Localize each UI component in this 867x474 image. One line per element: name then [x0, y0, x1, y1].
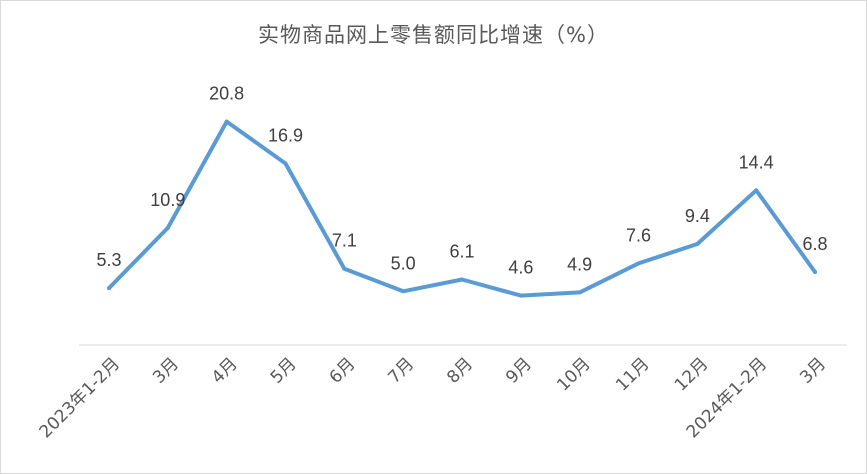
data-label: 20.8 [209, 84, 244, 104]
x-tick-label: 10月 [553, 354, 594, 395]
data-label: 6.1 [449, 241, 474, 261]
data-label: 7.6 [626, 225, 651, 245]
data-point [401, 289, 406, 294]
data-labels-group: 5.3 10.9 20.8 16.9 7.1 5.0 6.1 4.6 4.9 7.6 9.4 14.4… [96, 84, 827, 278]
x-tick-label: 7月 [384, 354, 418, 388]
data-point [754, 188, 759, 193]
data-label: 9.4 [685, 206, 710, 226]
x-tick-label: 8月 [443, 354, 477, 388]
data-point [636, 261, 641, 266]
x-tick-label: 2023年1-2月 [36, 354, 124, 442]
x-tick-label: 9月 [502, 354, 536, 388]
data-label: 5.0 [391, 253, 416, 273]
x-tick-label: 4月 [208, 354, 242, 388]
data-label: 10.9 [150, 190, 185, 210]
data-point [107, 286, 111, 291]
data-label: 16.9 [268, 125, 303, 145]
x-tick-label: 5月 [267, 354, 301, 388]
data-point [342, 266, 347, 271]
x-tick-label: 11月 [612, 354, 653, 395]
data-point [518, 293, 523, 298]
data-point [224, 119, 229, 124]
data-point [165, 225, 170, 230]
data-point [813, 269, 817, 274]
x-tick-labels-group: 2023年1-2月 3月 4月 5月 6月 7月 8月 9月 10月 11月 12月2024年1-2… [36, 354, 830, 442]
chart-title: 实物商品网上零售额同比增速（%） [258, 23, 609, 47]
data-label: 7.1 [332, 231, 357, 251]
x-tick-label: 6月 [326, 354, 360, 388]
x-tick-label: 12月 [671, 354, 712, 395]
data-label: 14.4 [739, 152, 774, 172]
data-label: 4.6 [508, 258, 533, 278]
data-point [577, 290, 582, 295]
x-tick-label: 3月 [796, 354, 830, 388]
data-point [283, 161, 288, 166]
x-tick-label: 3月 [149, 354, 183, 388]
data-label: 6.8 [802, 234, 827, 254]
data-label: 5.3 [96, 250, 121, 270]
data-label: 4.9 [567, 254, 592, 274]
data-point [460, 277, 464, 282]
data-point [695, 242, 700, 247]
